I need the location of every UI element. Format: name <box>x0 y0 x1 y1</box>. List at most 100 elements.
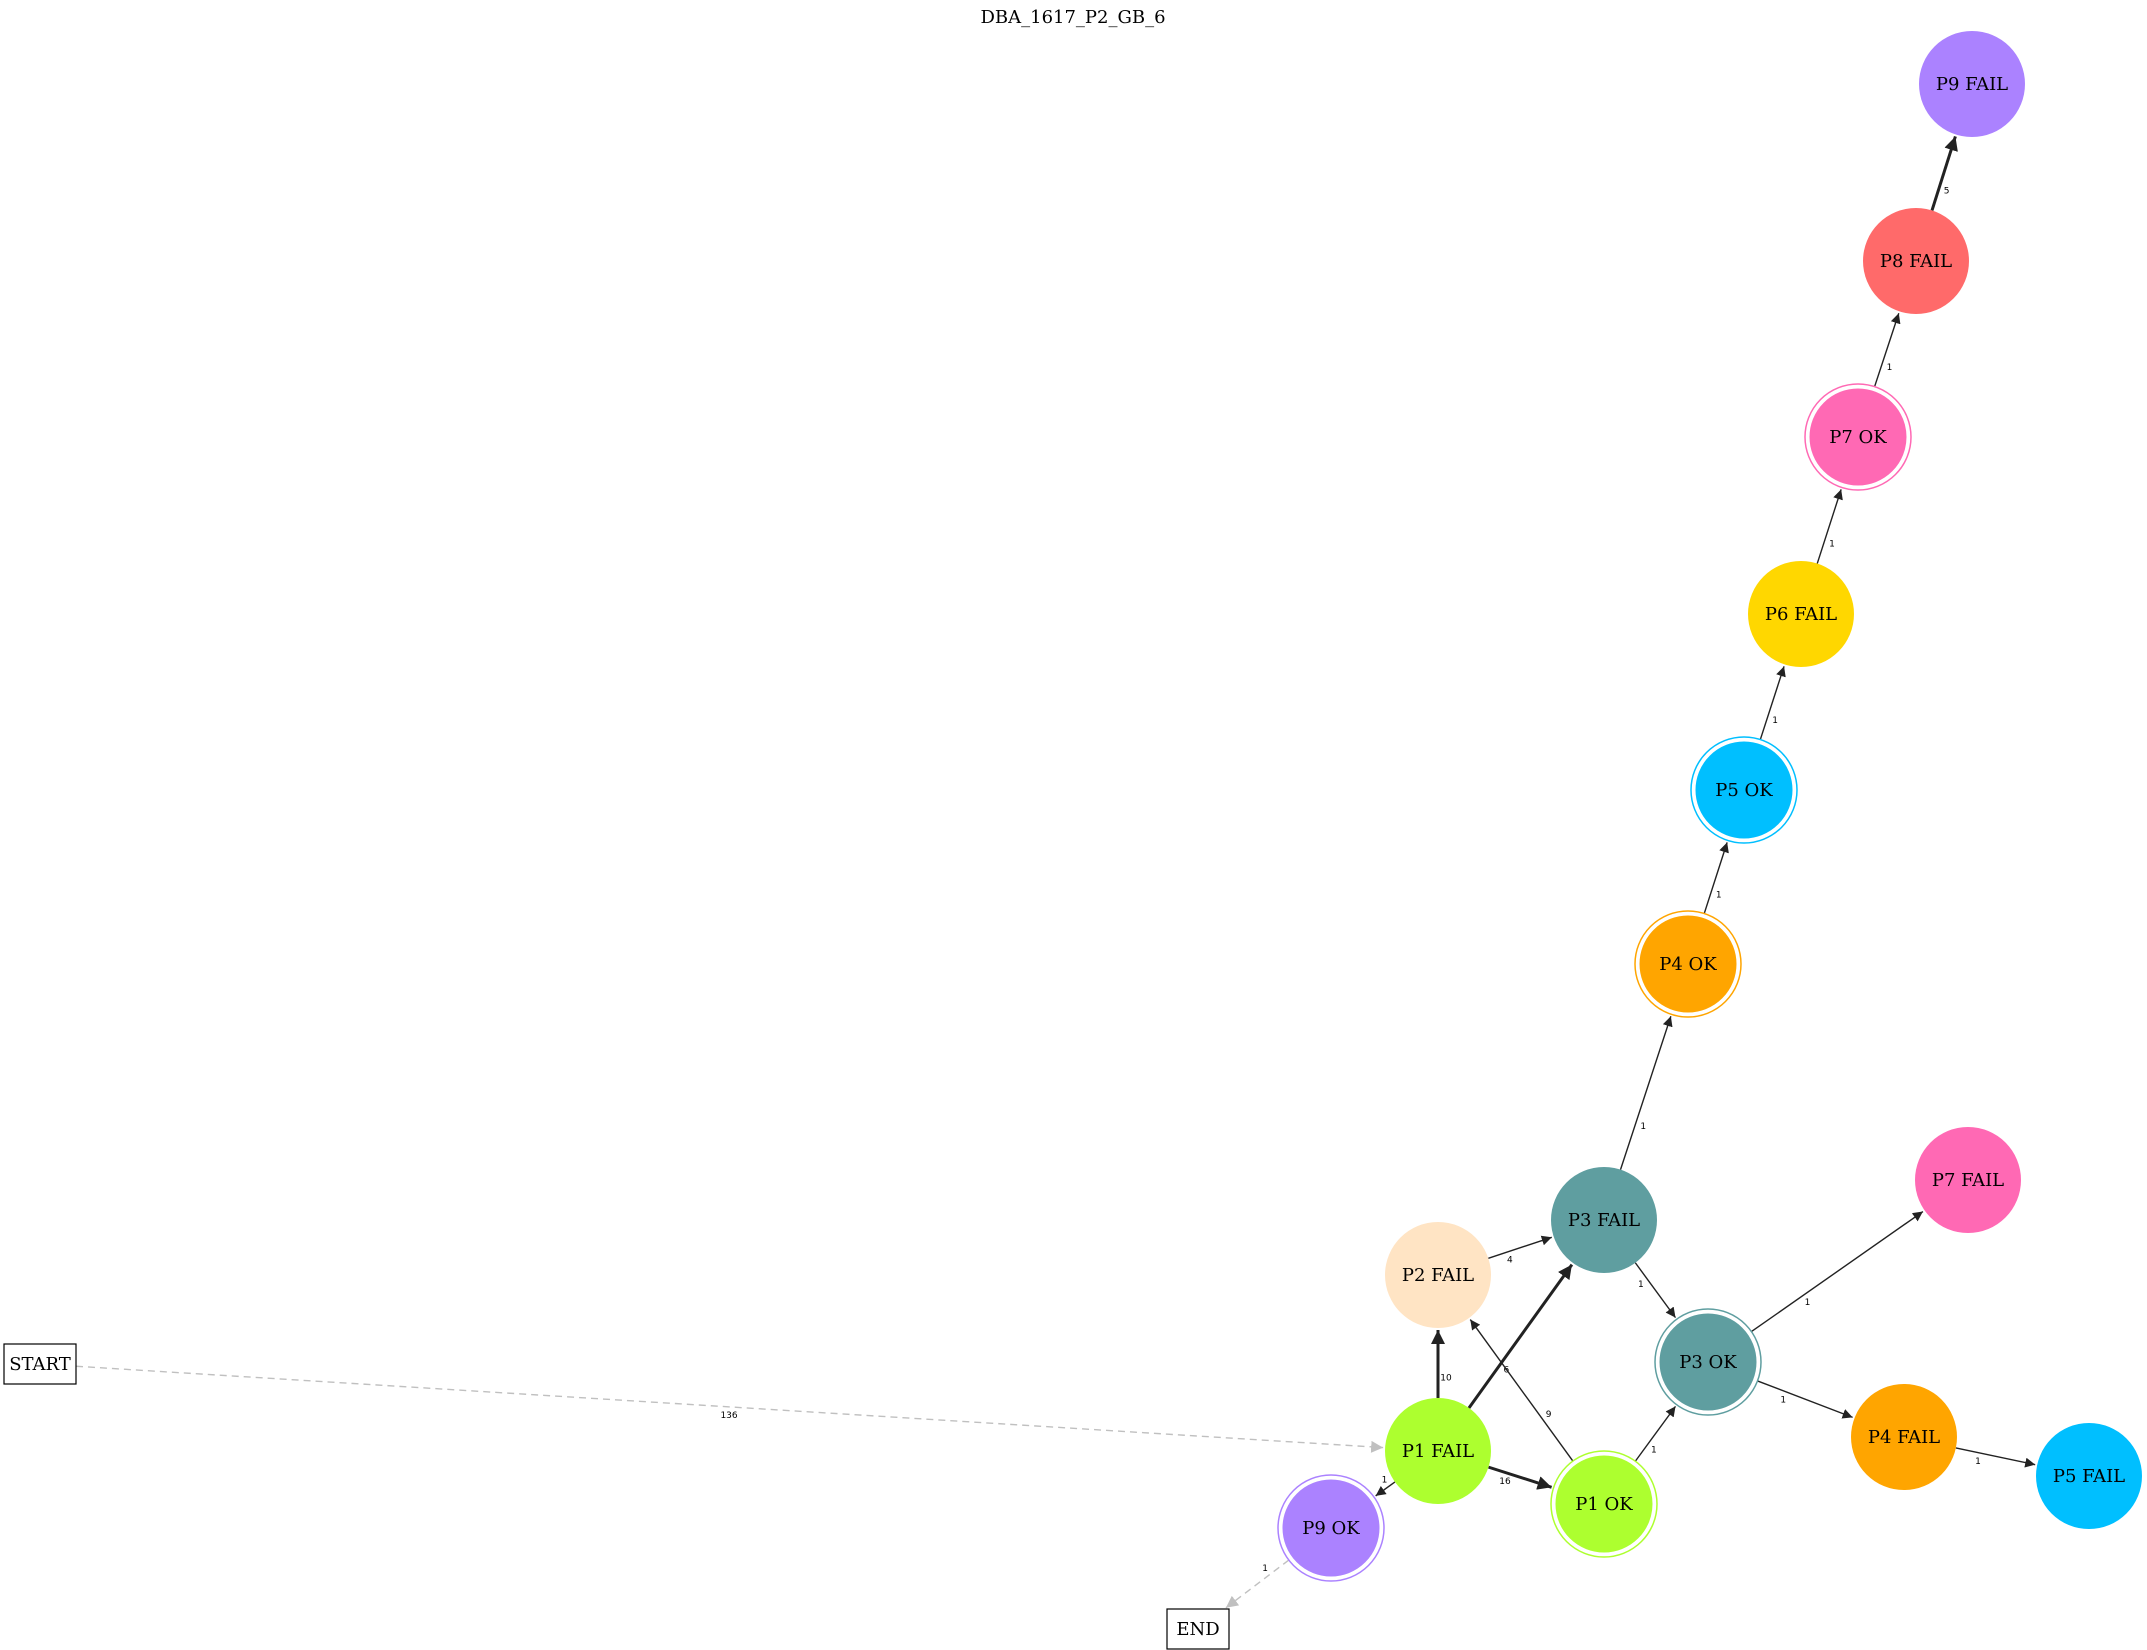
edge-line <box>1467 1263 1574 1409</box>
node-p7-ok[interactable]: P7 OK <box>1804 383 1912 491</box>
node-box <box>1166 1608 1230 1650</box>
edge-label: 1 <box>1382 1476 1388 1486</box>
node-box <box>3 1343 77 1385</box>
node-circle <box>1551 1167 1657 1273</box>
node-label: P9 OK <box>1302 1518 1360 1539</box>
edge-line <box>1634 1262 1677 1319</box>
node-circle <box>1851 1384 1957 1490</box>
node-label: P3 FAIL <box>1568 1210 1640 1231</box>
node-label: P1 OK <box>1575 1494 1633 1515</box>
edge-line <box>1469 1319 1574 1462</box>
node-p7-fail[interactable]: P7 FAIL <box>1915 1127 2021 1233</box>
edge-p7ok-to-p8fail: 1 <box>1873 313 1901 387</box>
edge-p6fail-to-p7ok: 1 <box>1816 489 1843 564</box>
graph-title: DBA_1617_P2_GB_6 <box>980 7 1165 28</box>
node-label: P7 OK <box>1829 427 1887 448</box>
edge-label: 1 <box>1780 1395 1786 1405</box>
edge-label: 1 <box>1638 1280 1644 1290</box>
edge-label: 1 <box>1716 891 1722 901</box>
node-p8-fail[interactable]: P8 FAIL <box>1863 208 1969 314</box>
edge-label: 1 <box>1651 1446 1657 1456</box>
edge-label: 1 <box>1805 1298 1811 1308</box>
edge-p3ok-to-p4fail: 1 <box>1757 1380 1853 1419</box>
node-circle <box>1863 208 1969 314</box>
edge-p4fail-to-p5fail: 1 <box>1955 1447 2036 1468</box>
node-label: P8 FAIL <box>1880 251 1952 272</box>
edge-line <box>1634 1405 1677 1462</box>
edge-label: 1 <box>1262 1564 1268 1574</box>
node-label: START <box>9 1354 71 1375</box>
node-p6-fail[interactable]: P6 FAIL <box>1748 561 1854 667</box>
node-p1-ok[interactable]: P1 OK <box>1550 1450 1658 1558</box>
node-circle <box>1639 915 1737 1013</box>
edge-line <box>1619 1016 1673 1170</box>
node-label: P1 FAIL <box>1402 1441 1474 1462</box>
edge-label: 6 <box>1503 1366 1509 1376</box>
node-circle <box>1385 1398 1491 1504</box>
edge-p1fail-to-p3fail: 6 <box>1467 1263 1574 1409</box>
edge-line <box>1488 1235 1553 1259</box>
node-p5-fail[interactable]: P5 FAIL <box>2036 1423 2142 1529</box>
node-p2-fail[interactable]: P2 FAIL <box>1385 1222 1491 1328</box>
edge-p3fail-to-p3ok: 1 <box>1634 1262 1677 1319</box>
node-circle <box>1385 1222 1491 1328</box>
edge-line <box>1873 313 1901 387</box>
edge-label: 16 <box>1499 1477 1511 1487</box>
edge-p1ok-to-p3ok: 1 <box>1634 1405 1677 1462</box>
edge-label: 1 <box>1772 716 1778 726</box>
node-label: P4 OK <box>1659 954 1717 975</box>
edge-line <box>1751 1210 1924 1333</box>
edge-line <box>1759 666 1786 740</box>
node-label: END <box>1176 1619 1219 1640</box>
edges-layer: 136 10 6 16 1 9 1 4 1 1 1 1 1 1 1 1 1 5 1 <box>75 135 2036 1609</box>
node-circle <box>1695 741 1793 839</box>
edge-start-to-p1fail: 136 <box>75 1365 1384 1453</box>
node-circle <box>1748 561 1854 667</box>
edge-line <box>1225 1559 1290 1609</box>
edge-label: 4 <box>1507 1256 1513 1266</box>
node-p4-ok[interactable]: P4 OK <box>1634 910 1742 1018</box>
node-label: P3 OK <box>1679 1352 1737 1373</box>
node-p1-fail[interactable]: P1 FAIL <box>1385 1398 1491 1504</box>
node-p9-ok[interactable]: P9 OK <box>1277 1474 1385 1582</box>
node-circle <box>1659 1313 1757 1411</box>
node-p3-ok[interactable]: P3 OK <box>1654 1308 1762 1416</box>
edge-line <box>1488 1465 1553 1490</box>
node-label: P6 FAIL <box>1765 604 1837 625</box>
edge-p3fail-to-p4ok: 1 <box>1619 1016 1673 1170</box>
node-p5-ok[interactable]: P5 OK <box>1690 736 1798 844</box>
node-p3-fail[interactable]: P3 FAIL <box>1551 1167 1657 1273</box>
node-end[interactable]: END <box>1166 1608 1230 1650</box>
edge-p5ok-to-p6fail: 1 <box>1759 666 1786 740</box>
edge-p9ok-to-end: 1 <box>1225 1559 1290 1609</box>
edge-label: 1 <box>1829 540 1835 550</box>
edge-line <box>1703 842 1729 914</box>
edge-p8fail-to-p9fail: 5 <box>1930 135 1958 211</box>
node-circle <box>1919 31 2025 137</box>
node-start[interactable]: START <box>3 1343 77 1385</box>
edge-line <box>1375 1481 1396 1497</box>
node-p4-fail[interactable]: P4 FAIL <box>1851 1384 1957 1490</box>
edge-label: 9 <box>1546 1410 1552 1420</box>
edge-label: 1 <box>1975 1457 1981 1467</box>
edge-label: 5 <box>1944 187 1950 197</box>
node-circle <box>1809 388 1907 486</box>
node-circle <box>1915 1127 2021 1233</box>
nodes-layer: START END P1 FAIL P1 OK P2 FAIL P3 FAIL P3 OK P… <box>3 31 2142 1650</box>
edge-p4ok-to-p5ok: 1 <box>1703 842 1729 914</box>
edge-label: 1 <box>1887 363 1893 373</box>
node-label: P5 OK <box>1715 780 1773 801</box>
node-label: P9 FAIL <box>1936 74 2008 95</box>
edge-line <box>1955 1447 2036 1468</box>
edge-p3ok-to-p7fail: 1 <box>1751 1210 1924 1333</box>
node-circle <box>2036 1423 2142 1529</box>
edge-line <box>1816 489 1843 564</box>
node-circle <box>1555 1455 1653 1553</box>
edge-label: 10 <box>1440 1374 1452 1384</box>
node-label: P2 FAIL <box>1402 1265 1474 1286</box>
edge-line <box>1757 1380 1853 1419</box>
node-label: P4 FAIL <box>1868 1427 1940 1448</box>
node-circle <box>1282 1479 1380 1577</box>
node-p9-fail[interactable]: P9 FAIL <box>1919 31 2025 137</box>
